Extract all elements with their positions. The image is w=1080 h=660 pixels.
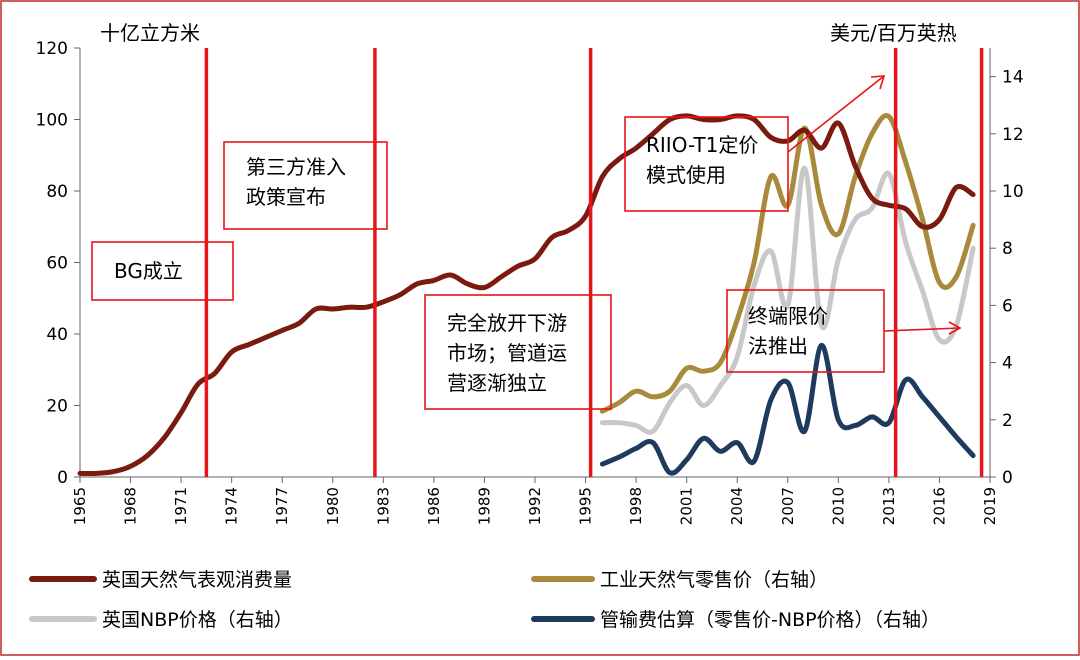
series-line-3 bbox=[599, 342, 976, 476]
legend-label: 英国NBP价格（右轴） bbox=[102, 609, 293, 631]
annotation-box bbox=[223, 141, 388, 230]
x-tick-label: 2001 bbox=[678, 487, 696, 525]
axes: 0 20 40 60 80 100 120 0 2 4 6 8 10 12 14 1965 1968 1971 19… bbox=[36, 39, 1024, 525]
legend-item: 英国天然气表观消费量 bbox=[29, 569, 292, 591]
left-axis-unit: 十亿立方米 bbox=[100, 21, 200, 45]
event-lines bbox=[204, 48, 984, 477]
legend-label: 管输费估算（零售价-NBP价格）（右轴） bbox=[600, 609, 940, 631]
left-tick-label: 120 bbox=[36, 39, 68, 59]
left-tick-label: 20 bbox=[46, 397, 68, 417]
x-tick-label: 2016 bbox=[930, 487, 948, 525]
right-tick-label: 4 bbox=[1002, 354, 1013, 374]
annotation-text: RIIO-T1定价 bbox=[646, 133, 758, 157]
right-tick-label: 0 bbox=[1002, 468, 1013, 488]
x-tick-label: 1980 bbox=[324, 487, 342, 525]
arrow-price-cap-head bbox=[948, 321, 962, 335]
right-axis-unit: 美元/百万英热 bbox=[830, 21, 957, 45]
x-tick-label: 1968 bbox=[122, 487, 140, 525]
left-tick-label: 80 bbox=[46, 182, 68, 202]
right-tick-label: 14 bbox=[1002, 68, 1024, 88]
x-tick-label: 2004 bbox=[728, 487, 746, 525]
x-tick-label: 1986 bbox=[425, 487, 443, 525]
left-tick-label: 0 bbox=[57, 468, 68, 488]
annotation-text: 模式使用 bbox=[646, 163, 726, 187]
x-tick-label: 1974 bbox=[223, 487, 241, 525]
series-line-0 bbox=[77, 113, 976, 477]
x-tick-label: 2013 bbox=[880, 487, 898, 525]
right-tick-label: 8 bbox=[1002, 239, 1013, 259]
x-tick-label: 1977 bbox=[273, 487, 291, 525]
annotation-3: 完全放开下游 市场；管道运 营逐渐独立 bbox=[424, 294, 612, 410]
legend-label: 英国天然气表观消费量 bbox=[102, 569, 292, 591]
legend: 英国天然气表观消费量 工业天然气零售价（右轴） 英国NBP价格（右轴） 管输费估… bbox=[29, 569, 940, 631]
x-tick-label: 1965 bbox=[71, 487, 89, 525]
arrow-riio bbox=[787, 75, 885, 153]
legend-item: 工业天然气零售价（右轴） bbox=[531, 569, 828, 591]
x-tick-label: 1983 bbox=[374, 487, 392, 525]
x-tick-label: 1998 bbox=[627, 487, 645, 525]
legend-label: 工业天然气零售价（右轴） bbox=[600, 569, 828, 591]
annotation-4: RIIO-T1定价 模式使用 bbox=[624, 116, 789, 212]
legend-item: 管输费估算（零售价-NBP价格）（右轴） bbox=[531, 609, 940, 631]
x-tick-label: 2010 bbox=[829, 487, 847, 525]
annotation-box bbox=[91, 241, 234, 301]
right-tick-label: 10 bbox=[1002, 182, 1024, 202]
arrow-price-cap bbox=[883, 327, 961, 332]
x-tick-label: 2007 bbox=[779, 487, 797, 525]
left-tick-label: 60 bbox=[46, 254, 68, 274]
x-tick-label: 1971 bbox=[172, 487, 190, 525]
left-tick-label: 40 bbox=[46, 325, 68, 345]
series-line-2 bbox=[599, 165, 976, 435]
right-tick-label: 12 bbox=[1002, 125, 1024, 145]
annotation-arrows bbox=[787, 75, 962, 335]
annotation-box bbox=[424, 294, 612, 410]
x-tick-label: 2019 bbox=[981, 487, 999, 525]
right-tick-label: 2 bbox=[1002, 411, 1013, 431]
annotation-text: 第三方准入 bbox=[246, 155, 346, 179]
annotation-5: 终端限价 法推出 bbox=[726, 289, 885, 373]
x-tick-label: 1992 bbox=[526, 487, 544, 525]
arrow-riio-head bbox=[870, 75, 886, 90]
annotation-2: 第三方准入 政策宣布 bbox=[223, 141, 388, 230]
annotation-text: 法推出 bbox=[748, 334, 808, 358]
annotation-text: 完全放开下游 bbox=[447, 311, 567, 335]
annotation-text: 市场；管道运 bbox=[447, 341, 567, 365]
annotation-text: 营逐渐独立 bbox=[447, 371, 547, 395]
x-tick-label: 1995 bbox=[577, 487, 595, 525]
left-tick-label: 100 bbox=[36, 111, 68, 131]
annotation-text: BG成立 bbox=[114, 259, 183, 283]
x-tick-label: 1989 bbox=[475, 487, 493, 525]
annotation-text: 终端限价 bbox=[748, 304, 828, 328]
annotation-text: 政策宣布 bbox=[246, 185, 326, 209]
legend-item: 英国NBP价格（右轴） bbox=[29, 609, 293, 631]
annotation-box bbox=[624, 116, 789, 212]
annotation-1: BG成立 bbox=[91, 241, 234, 301]
right-tick-label: 6 bbox=[1002, 296, 1013, 316]
